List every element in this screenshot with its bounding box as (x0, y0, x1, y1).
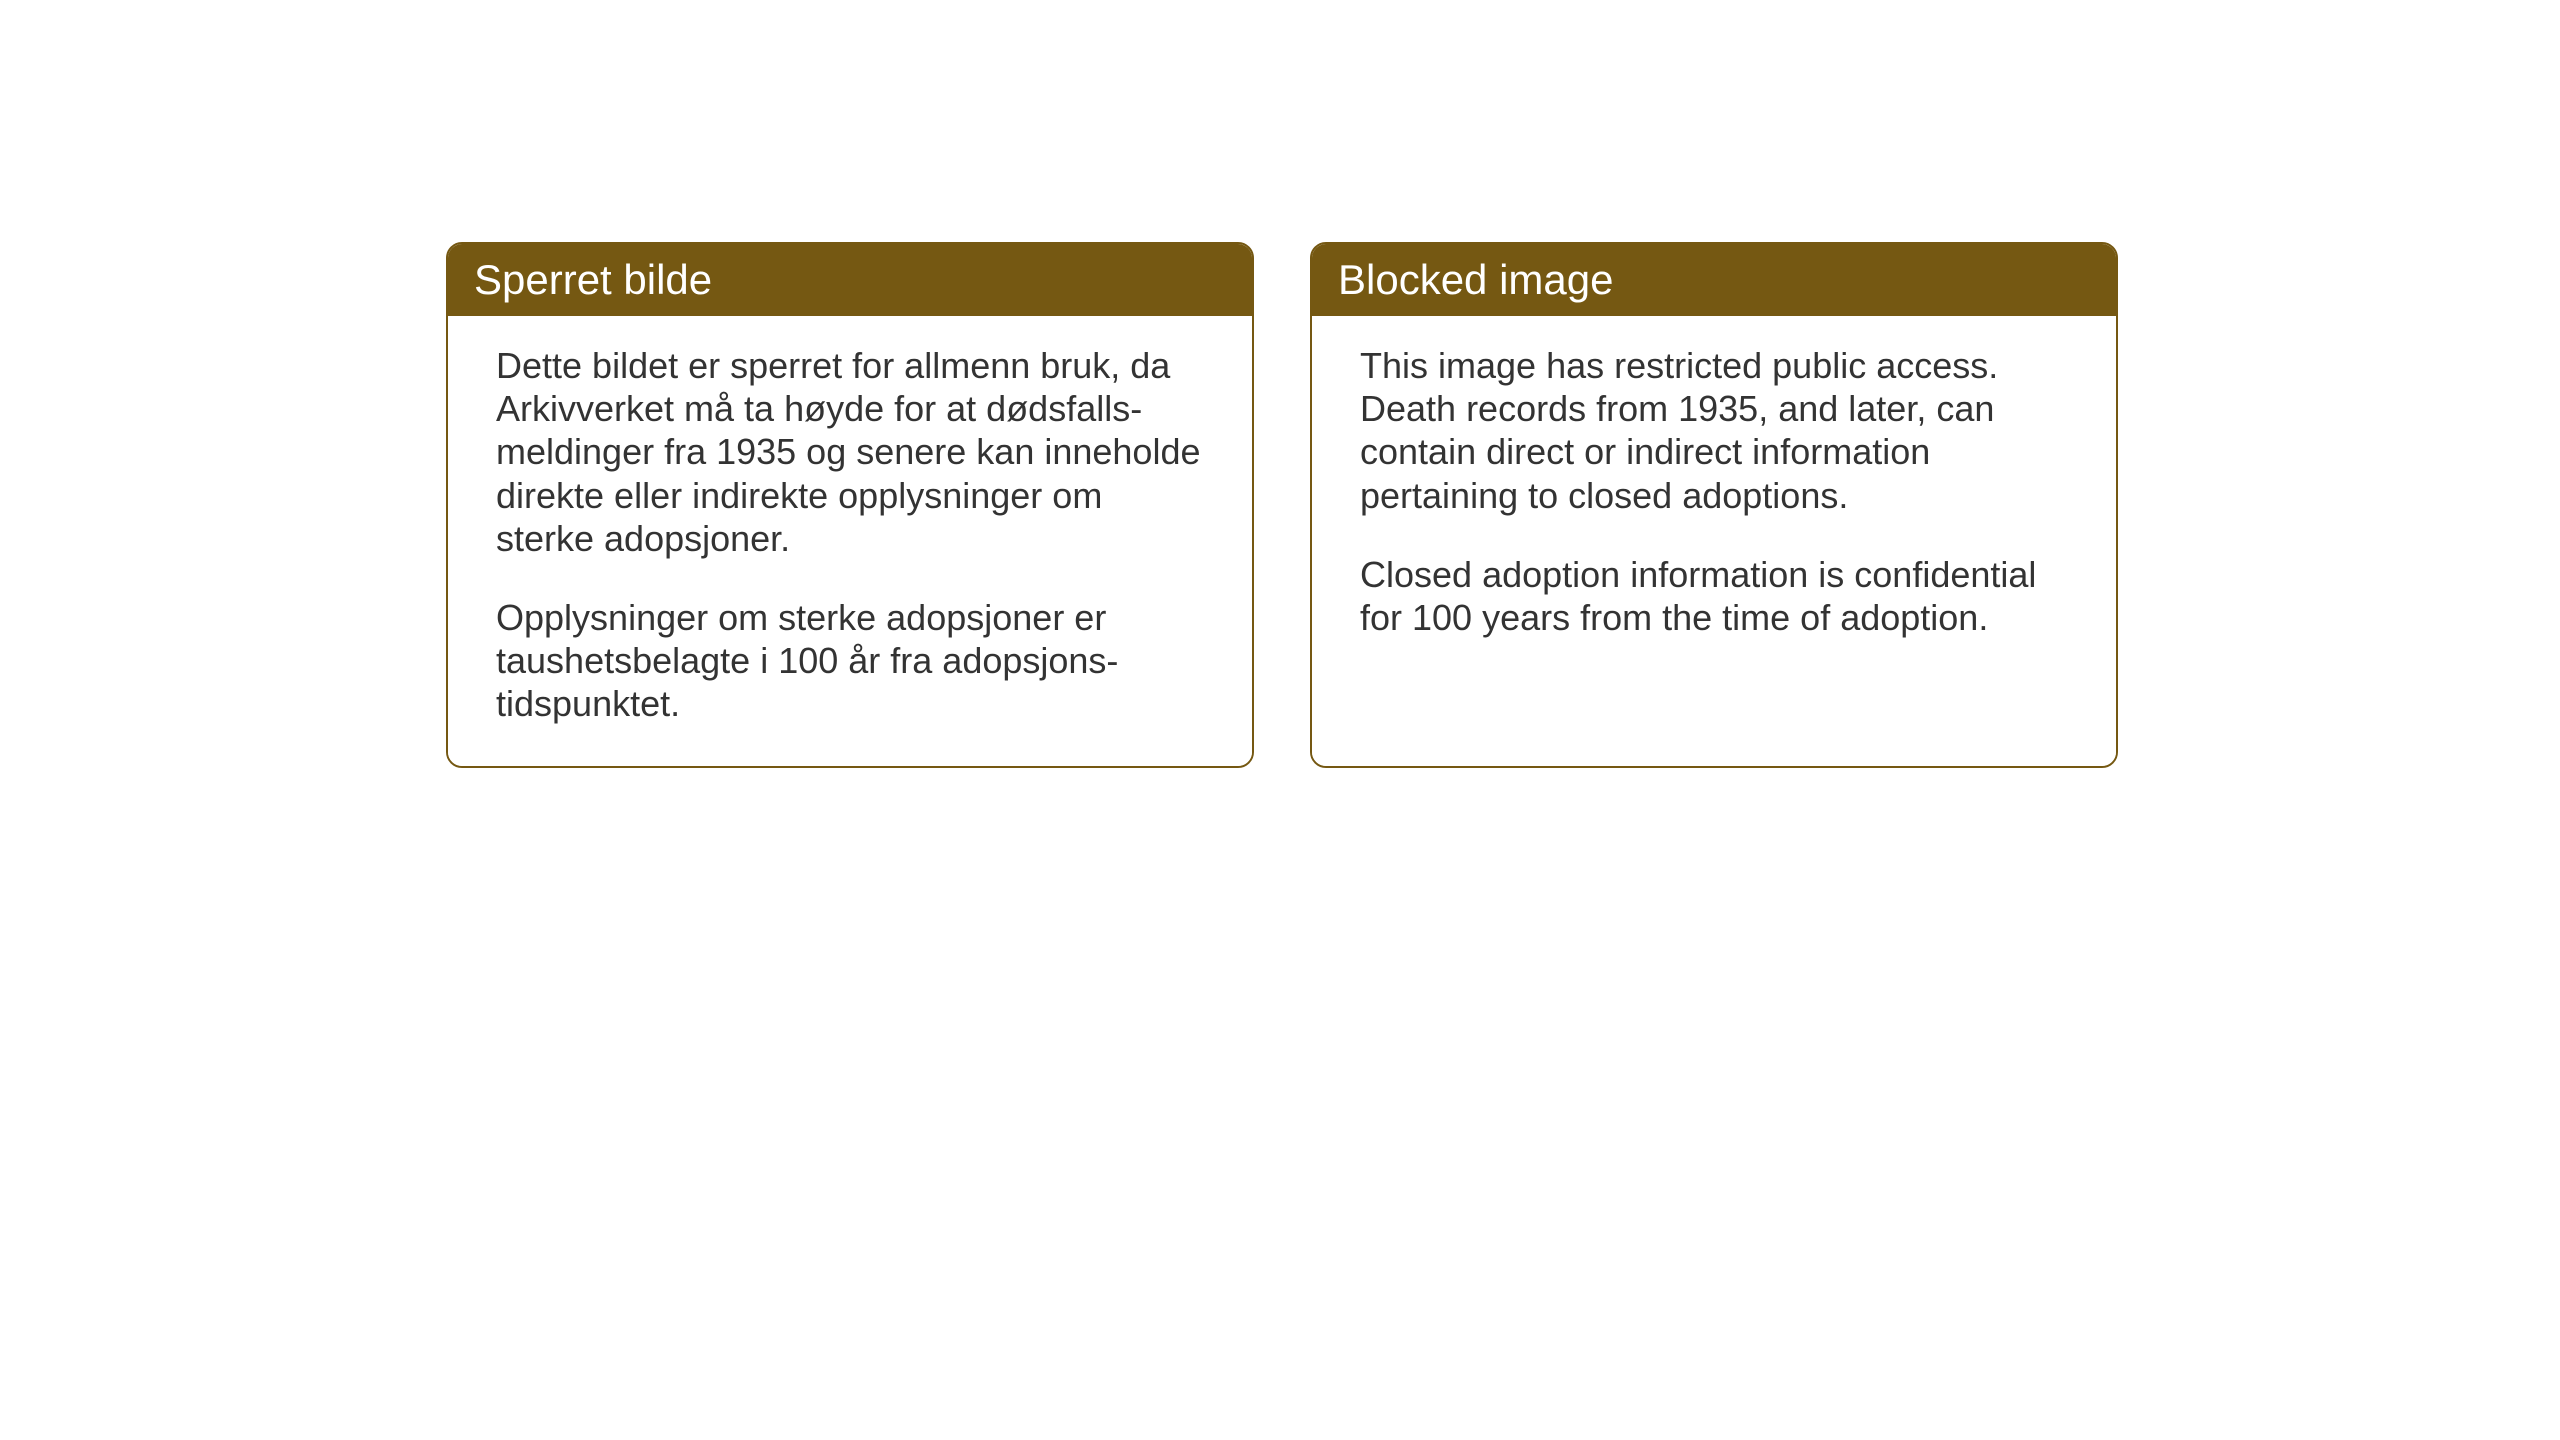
card-body-english: This image has restricted public access.… (1312, 316, 2116, 766)
notice-card-norwegian: Sperret bilde Dette bildet er sperret fo… (446, 242, 1254, 768)
card-body-norwegian: Dette bildet er sperret for allmenn bruk… (448, 316, 1252, 766)
card-title-norwegian: Sperret bilde (474, 256, 712, 303)
card-header-english: Blocked image (1312, 244, 2116, 316)
card-paragraph-1-norwegian: Dette bildet er sperret for allmenn bruk… (496, 344, 1204, 560)
card-paragraph-2-english: Closed adoption information is confident… (1360, 553, 2068, 639)
notice-container: Sperret bilde Dette bildet er sperret fo… (446, 242, 2118, 768)
card-paragraph-1-english: This image has restricted public access.… (1360, 344, 2068, 517)
card-header-norwegian: Sperret bilde (448, 244, 1252, 316)
notice-card-english: Blocked image This image has restricted … (1310, 242, 2118, 768)
card-paragraph-2-norwegian: Opplysninger om sterke adopsjoner er tau… (496, 596, 1204, 726)
card-title-english: Blocked image (1338, 256, 1613, 303)
